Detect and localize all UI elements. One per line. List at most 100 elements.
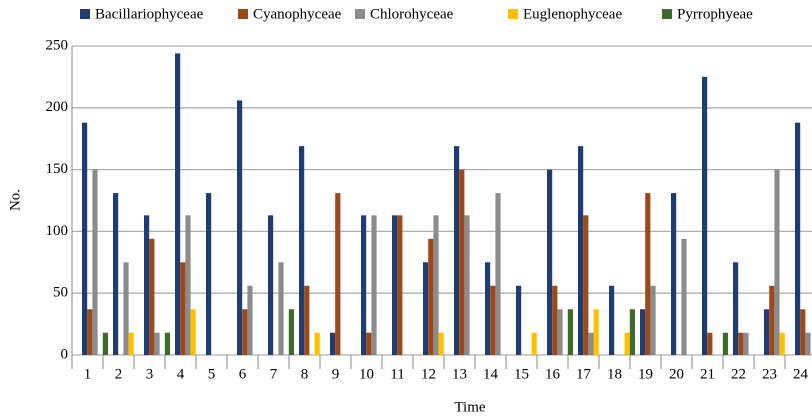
x-tick-label: 9: [332, 366, 340, 382]
legend-label: Pyrrophyeae: [677, 6, 753, 22]
bar: [743, 332, 749, 355]
bar: [438, 332, 444, 355]
x-tick-label: 6: [239, 366, 247, 382]
bar: [567, 309, 573, 355]
bar: [485, 262, 491, 355]
bar: [164, 332, 170, 355]
x-tick-label: 4: [177, 366, 185, 382]
bar: [583, 215, 589, 355]
x-tick-label: 7: [270, 366, 278, 382]
x-tick-label: 5: [208, 366, 216, 382]
bar: [681, 238, 687, 355]
bar: [805, 332, 811, 355]
legend-swatch: [80, 9, 90, 19]
y-tick-label: 0: [61, 346, 69, 362]
bar: [397, 215, 403, 355]
bar: [650, 285, 656, 355]
bar: [645, 193, 651, 355]
bar: [490, 285, 496, 355]
x-tick-label: 11: [390, 366, 404, 382]
x-tick-label: 15: [514, 366, 529, 382]
bar: [361, 215, 367, 355]
bar: [92, 169, 98, 355]
bar: [206, 193, 212, 355]
bar: [392, 215, 398, 355]
bar: [180, 262, 186, 355]
bar: [185, 215, 191, 355]
bar: [82, 122, 88, 355]
x-tick-label: 8: [301, 366, 309, 382]
bar: [123, 262, 129, 355]
x-tick-label: 21: [700, 366, 715, 382]
bar: [371, 215, 377, 355]
y-tick-label: 200: [46, 99, 69, 115]
bar: [800, 309, 806, 355]
legend-swatch: [355, 9, 365, 19]
bar: [629, 309, 635, 355]
bar: [640, 309, 646, 355]
x-axis-label: Time: [454, 399, 485, 415]
x-tick-label: 16: [545, 366, 561, 382]
bar: [769, 285, 775, 355]
x-tick-label: 12: [421, 366, 436, 382]
bar: [335, 193, 341, 355]
bar: [459, 169, 465, 355]
bar: [242, 309, 248, 355]
x-tick-label: 19: [638, 366, 653, 382]
x-tick-label: 3: [146, 366, 154, 382]
bar: [288, 309, 294, 355]
bar: [557, 309, 563, 355]
bar: [495, 193, 501, 355]
y-tick-label: 50: [53, 285, 68, 301]
legend-label: Chlorohyceae: [370, 6, 454, 22]
bar: [304, 285, 310, 355]
y-axis-label: No.: [7, 189, 23, 211]
bar: [149, 238, 155, 355]
legend-swatch: [508, 9, 518, 19]
bar: [671, 193, 677, 355]
x-tick-label: 24: [793, 366, 809, 382]
x-tick-label: 13: [452, 366, 467, 382]
bar: [531, 332, 537, 355]
x-tick-label: 18: [607, 366, 622, 382]
x-tick-label: 1: [84, 366, 92, 382]
bar: [609, 285, 615, 355]
bar: [237, 100, 243, 355]
x-tick-label: 17: [576, 366, 592, 382]
bar: [552, 285, 558, 355]
y-tick-label: 150: [46, 161, 69, 177]
bar: [102, 332, 108, 355]
x-tick-label: 2: [115, 366, 123, 382]
bar: [423, 262, 429, 355]
bar: [738, 332, 744, 355]
bar: [154, 332, 160, 355]
bar: [433, 215, 439, 355]
bar: [588, 332, 594, 355]
bar: [190, 309, 196, 355]
bar: [593, 309, 599, 355]
bar: [707, 332, 713, 355]
bar: [702, 76, 708, 356]
x-tick-label: 22: [731, 366, 746, 382]
bar: [314, 332, 320, 355]
x-tick-label: 20: [669, 366, 684, 382]
x-tick-label: 23: [762, 366, 777, 382]
bar: [330, 332, 336, 355]
bar: [128, 332, 134, 355]
y-tick-label: 100: [46, 223, 69, 239]
bar: [366, 332, 372, 355]
bar: [733, 262, 739, 355]
legend-swatch: [238, 9, 248, 19]
bar: [144, 215, 150, 355]
bar: [175, 53, 181, 355]
bar: [247, 285, 253, 355]
bar: [268, 215, 274, 355]
bar: [516, 285, 522, 355]
x-tick-label: 10: [359, 366, 374, 382]
bar: [624, 332, 630, 355]
legend-label: Euglenophyceae: [523, 6, 622, 22]
y-tick-label: 250: [46, 37, 69, 53]
legend-label: Cyanophyceae: [253, 6, 342, 22]
bar: [774, 169, 780, 355]
